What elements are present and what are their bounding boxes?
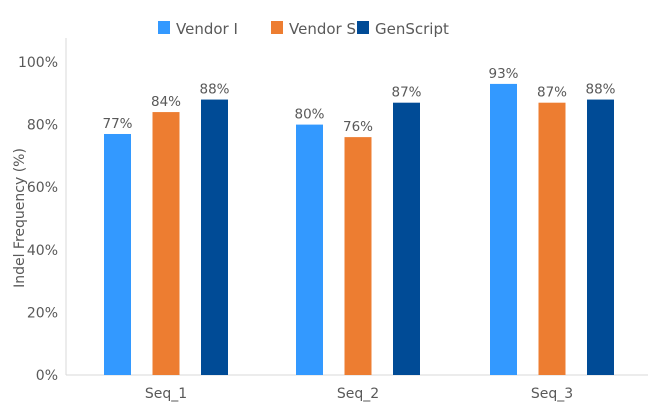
legend-label: GenScript [375,20,449,38]
bar-genscript-seq_1 [201,99,228,375]
y-tick-label: 60% [27,180,58,196]
data-label: 87% [391,85,421,101]
data-label: 84% [151,94,181,110]
y-tick-label: 40% [27,243,58,259]
legend-label: Vendor I [176,20,238,38]
y-tick-label: 0% [36,368,58,384]
bar-vendor-i-seq_3 [490,83,517,375]
data-label: 77% [102,116,132,132]
legend-label: Vendor S [289,20,356,38]
y-axis-label: Indel Frequency (%) [12,148,28,288]
bar-vendor-i-seq_1 [104,133,131,375]
y-tick-label: 80% [27,118,58,134]
y-tick-label: 20% [27,305,58,321]
x-tick-label: Seq_3 [531,386,573,402]
y-tick-label: 100% [18,55,58,71]
x-tick-label: Seq_1 [145,386,187,402]
bar-vendor-s-seq_2 [344,137,372,375]
legend-swatch [158,21,170,34]
data-label: 88% [199,82,229,98]
bar-vendor-s-seq_1 [152,112,180,375]
data-label: 93% [488,66,518,82]
legend-swatch [271,21,283,34]
data-label: 88% [585,82,615,98]
data-label: 76% [343,119,373,135]
bar-vendor-s-seq_3 [538,102,566,375]
bar-genscript-seq_3 [587,99,614,375]
x-tick-label: Seq_2 [337,386,379,402]
bar-genscript-seq_2 [393,102,420,375]
bar-vendor-i-seq_2 [296,124,323,375]
data-label: 87% [537,85,567,101]
data-label: 80% [294,107,324,123]
legend-swatch [357,21,369,34]
legend: Vendor I Vendor S GenScript [158,20,449,38]
